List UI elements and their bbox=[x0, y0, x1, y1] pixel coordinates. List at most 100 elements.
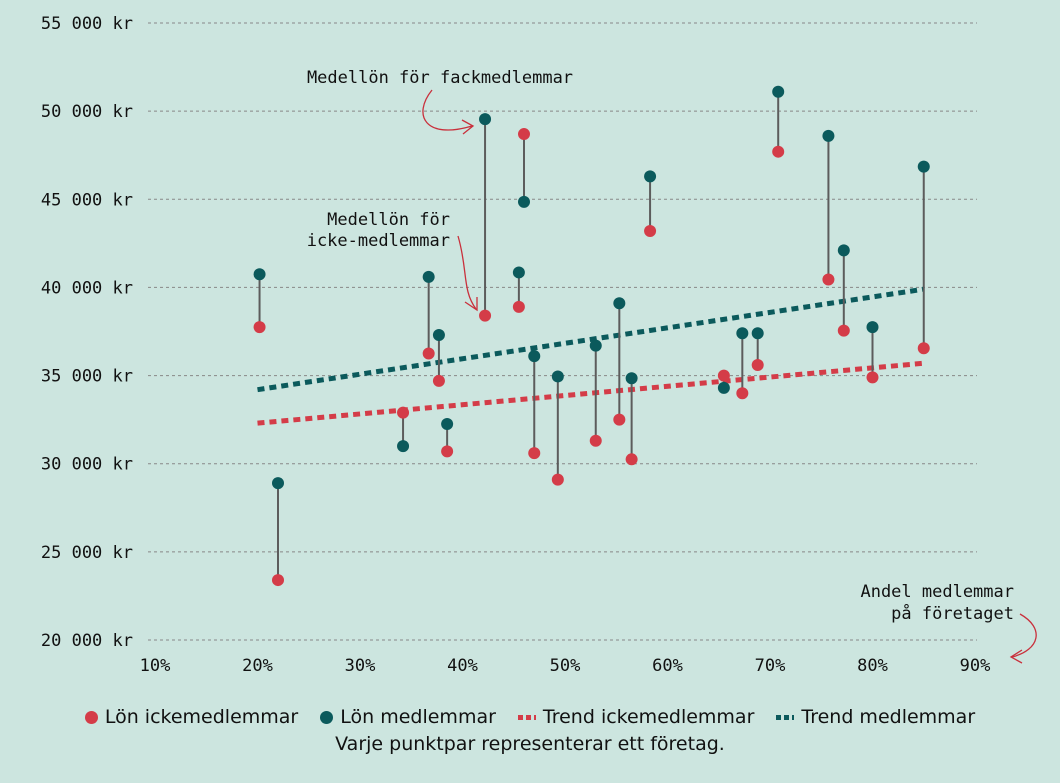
trend-lines bbox=[257, 286, 925, 426]
grid bbox=[148, 22, 977, 641]
point-pair bbox=[272, 477, 284, 587]
annotation-nonmembers: Medellön för icke-medlemmar bbox=[307, 210, 478, 312]
point-pair bbox=[917, 160, 930, 355]
member-point bbox=[866, 321, 879, 334]
nonmember-point bbox=[479, 309, 492, 322]
point-pair bbox=[397, 406, 410, 453]
member-point bbox=[613, 297, 626, 310]
point-pair bbox=[736, 327, 749, 400]
x-tick-label: 40% bbox=[447, 656, 478, 676]
y-tick-label: 30 000 kr bbox=[41, 455, 133, 475]
y-tick-label: 35 000 kr bbox=[41, 367, 133, 387]
point-pair bbox=[253, 268, 266, 334]
y-tick-label: 40 000 kr bbox=[41, 278, 133, 298]
point-pairs bbox=[253, 85, 930, 587]
member-point bbox=[822, 129, 835, 142]
x-tick-label: 50% bbox=[550, 656, 581, 676]
annotation-members: Medellön för fackmedlemmar bbox=[307, 68, 573, 135]
annotation-members-arrowhead bbox=[461, 119, 475, 135]
x-tick-label: 30% bbox=[345, 656, 376, 676]
y-tick-label: 20 000 kr bbox=[41, 631, 133, 651]
y-tick-label: 55 000 kr bbox=[41, 14, 133, 34]
nonmember-point bbox=[422, 347, 435, 360]
member-point bbox=[397, 440, 410, 453]
member-point bbox=[512, 266, 525, 279]
annotation-share-arrow bbox=[1011, 613, 1037, 658]
y-tick-label: 25 000 kr bbox=[41, 543, 133, 563]
x-tick-label: 70% bbox=[755, 656, 786, 676]
annotation-nonmembers-line1: Medellön för bbox=[327, 210, 450, 230]
member-point bbox=[528, 350, 541, 363]
nonmember-point bbox=[512, 300, 525, 313]
annotation-share-line1: Andel medlemmar bbox=[860, 582, 1014, 602]
x-axis-ticks: 10% 20% 30% 40% 50% 60% 70% 80% 90% bbox=[140, 656, 991, 676]
annotation-share: Andel medlemmar på företaget bbox=[860, 582, 1037, 664]
nonmember-point bbox=[772, 145, 785, 158]
nonmember-dot-icon bbox=[84, 710, 98, 724]
nonmember-point bbox=[397, 406, 410, 419]
member-point bbox=[432, 329, 445, 342]
point-pair bbox=[551, 370, 564, 486]
legend-item-member-trend: Trend medlemmar bbox=[776, 706, 975, 728]
x-tick-label: 80% bbox=[857, 656, 888, 676]
nonmember-point bbox=[432, 374, 445, 387]
point-pair bbox=[751, 327, 764, 371]
point-pair bbox=[479, 113, 492, 322]
legend-label: Lön ickemedlemmar bbox=[104, 706, 299, 728]
point-pair bbox=[613, 297, 626, 426]
legend-item-nonmember-trend: Trend ickemedlemmar bbox=[517, 706, 755, 728]
nonmember-point bbox=[751, 358, 764, 371]
nonmember-point bbox=[866, 371, 879, 384]
chart: 20 000 kr 25 000 kr 30 000 kr 35 000 kr 40 0… bbox=[41, 14, 1037, 676]
nonmember-point bbox=[272, 574, 284, 587]
point-pair bbox=[644, 170, 657, 238]
annotation-members-arrow bbox=[422, 89, 473, 131]
member-point bbox=[441, 418, 454, 431]
member-point bbox=[751, 327, 764, 340]
y-tick-label: 50 000 kr bbox=[41, 102, 133, 122]
nonmember-point bbox=[613, 413, 626, 426]
legend-label: Lön medlemmar bbox=[340, 706, 496, 728]
point-pair bbox=[528, 350, 541, 460]
trend-line-member bbox=[257, 286, 925, 393]
annotation-nonmembers-arrowhead bbox=[464, 297, 478, 312]
member-point bbox=[479, 113, 492, 126]
member-point bbox=[736, 327, 749, 340]
annotation-share-arrowhead bbox=[1009, 649, 1023, 664]
nonmember-dash-icon bbox=[517, 714, 536, 720]
legend-label: Trend ickemedlemmar bbox=[542, 706, 755, 728]
member-point bbox=[272, 477, 284, 490]
nonmember-point bbox=[441, 445, 454, 458]
legend-item-nonmember-salary: Lön ickemedlemmar bbox=[84, 706, 299, 728]
nonmember-point bbox=[253, 321, 266, 334]
y-axis-ticks: 20 000 kr 25 000 kr 30 000 kr 35 000 kr 40 0… bbox=[41, 14, 133, 651]
point-pair bbox=[518, 128, 530, 208]
chart-note: Varje punktpar representerar ett företag… bbox=[335, 733, 725, 755]
point-pair bbox=[432, 329, 445, 387]
point-pair bbox=[772, 85, 785, 158]
legend-item-member-salary: Lön medlemmar bbox=[320, 706, 496, 728]
nonmember-point bbox=[822, 273, 835, 286]
member-point bbox=[837, 244, 850, 257]
member-point bbox=[772, 85, 785, 98]
member-point bbox=[717, 381, 730, 394]
x-tick-label: 20% bbox=[242, 656, 273, 676]
legend: Lön ickemedlemmar Lön medlemmar Trend ic… bbox=[0, 706, 1060, 728]
member-dash-icon bbox=[776, 714, 795, 720]
point-pair bbox=[866, 321, 879, 384]
point-pair bbox=[837, 244, 850, 337]
trend-line-nonmember bbox=[257, 360, 924, 426]
member-point bbox=[422, 270, 435, 283]
point-pair bbox=[717, 369, 730, 394]
nonmember-point bbox=[644, 225, 657, 238]
member-dot-icon bbox=[320, 710, 334, 724]
member-point bbox=[518, 195, 530, 208]
x-tick-label: 90% bbox=[960, 656, 991, 676]
x-tick-label: 60% bbox=[652, 656, 683, 676]
point-pair bbox=[441, 418, 454, 458]
x-tick-label: 10% bbox=[140, 656, 171, 676]
nonmember-point bbox=[551, 473, 564, 486]
nonmember-point bbox=[625, 453, 638, 466]
annotation-nonmembers-arrow bbox=[457, 235, 477, 310]
nonmember-point bbox=[736, 387, 749, 400]
